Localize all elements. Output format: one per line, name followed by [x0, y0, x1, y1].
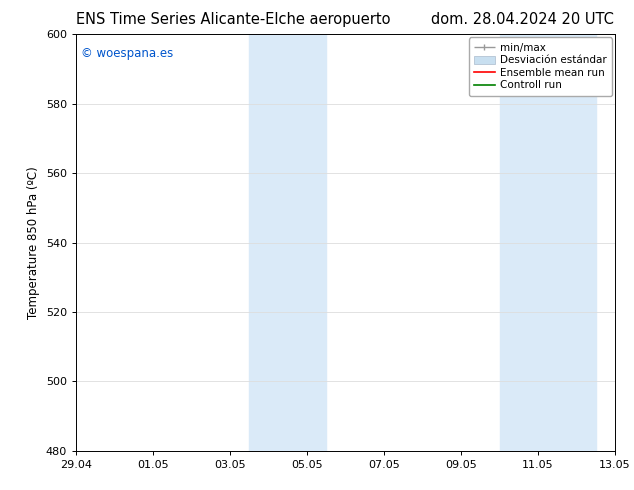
Bar [500, 34, 596, 451]
Text: ENS Time Series Alicante-Elche aeropuerto: ENS Time Series Alicante-Elche aeropuert… [76, 12, 391, 27]
Text: dom. 28.04.2024 20 UTC: dom. 28.04.2024 20 UTC [431, 12, 614, 27]
Text: © woespana.es: © woespana.es [81, 47, 174, 60]
Legend: min/max, Desviación estándar, Ensemble mean run, Controll run: min/max, Desviación estándar, Ensemble m… [469, 37, 612, 96]
Bar [249, 34, 327, 451]
Y-axis label: Temperature 850 hPa (ºC): Temperature 850 hPa (ºC) [27, 166, 40, 319]
